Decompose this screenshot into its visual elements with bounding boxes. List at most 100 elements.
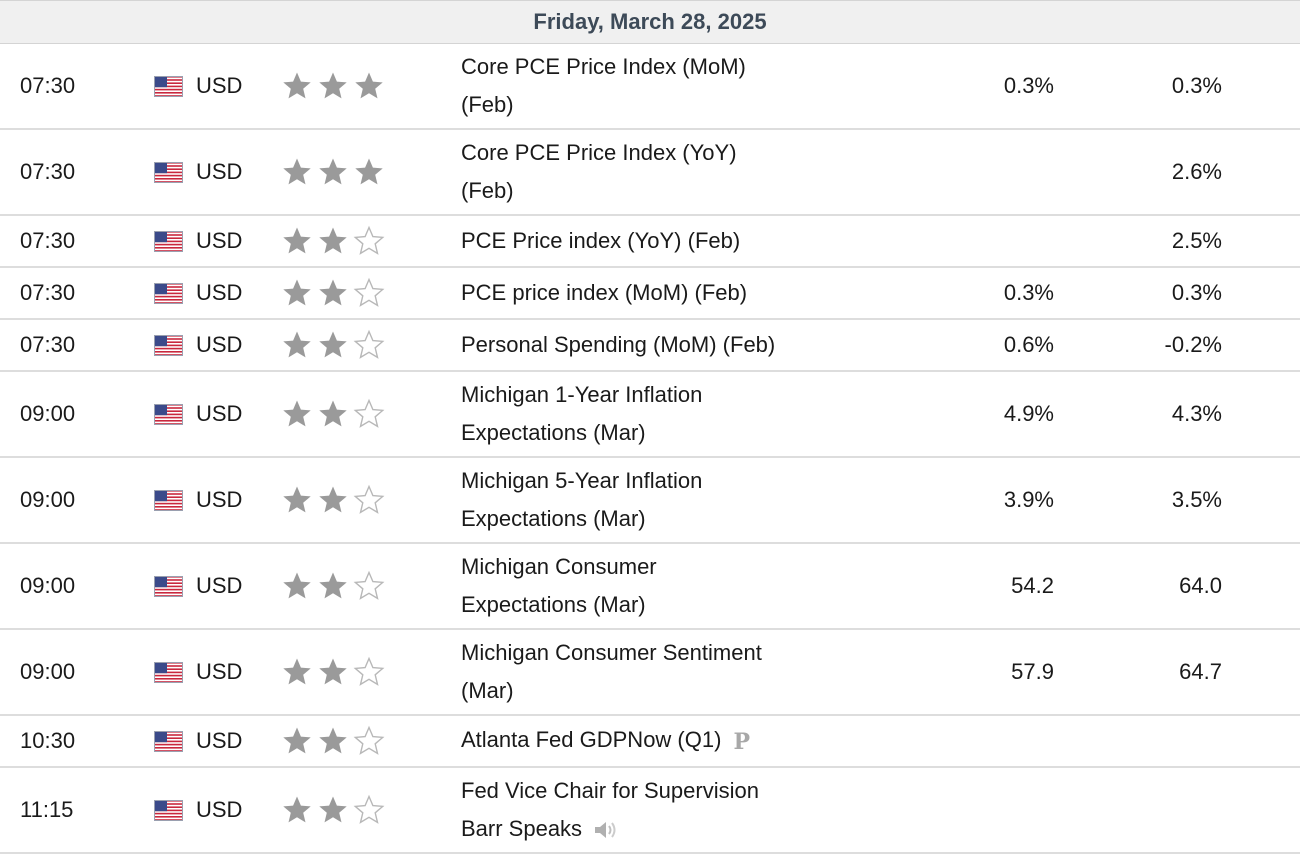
event-name-line1[interactable]: PCE price index (MoM) (Feb) <box>461 280 748 305</box>
event-previous: 2.6% <box>1171 159 1222 184</box>
star-filled-icon <box>319 331 347 358</box>
star-filled-icon <box>319 279 347 306</box>
event-previous: 64.0 <box>1179 573 1222 598</box>
event-name-line1[interactable]: Fed Vice Chair for Supervision <box>461 778 759 803</box>
event-name-cell[interactable]: Michigan Consumer Sentiment (Mar) <box>461 630 861 714</box>
event-actual <box>880 130 1054 214</box>
event-row[interactable]: 07:30 USD PCE Price index (YoY) (Feb) 2. <box>0 216 1300 268</box>
star-empty-icon <box>353 484 385 514</box>
event-currency: USD <box>196 659 243 684</box>
event-row[interactable]: 09:00 USD Michigan 1-Year Inflation Expec… <box>0 372 1300 458</box>
star-filled-icon <box>319 572 347 599</box>
event-row[interactable]: 09:00 USD Michigan 5-Year Inflation Expec… <box>0 458 1300 544</box>
star-filled-icon <box>283 279 311 306</box>
event-name-cell[interactable]: Fed Vice Chair for Supervision Barr Speak… <box>461 768 861 852</box>
importance-stars <box>281 268 385 318</box>
event-name-line2[interactable]: Expectations (Mar) <box>461 420 646 445</box>
event-name-cell[interactable]: Michigan 1-Year Inflation Expectations (M… <box>461 372 861 456</box>
us-flag-icon <box>154 334 183 356</box>
event-name-cell[interactable]: Core PCE Price Index (YoY) (Feb) <box>461 130 861 214</box>
us-flag-icon <box>154 75 183 97</box>
event-row[interactable]: 07:30 USD PCE price index (MoM) (Feb) 0.… <box>0 268 1300 320</box>
event-name-line1[interactable]: Michigan 1-Year Inflation <box>461 382 703 407</box>
star-filled-icon <box>283 400 311 427</box>
star-filled-icon <box>319 796 347 823</box>
event-previous <box>1060 768 1222 852</box>
star-filled-icon <box>283 572 311 599</box>
event-name-line1[interactable]: Atlanta Fed GDPNow (Q1) <box>461 727 722 753</box>
us-flag-icon <box>154 230 183 252</box>
star-filled-icon <box>319 72 347 99</box>
event-actual: 57.9 <box>1011 659 1054 684</box>
event-row[interactable]: 09:00 USD Michigan Consumer Expectations … <box>0 544 1300 630</box>
event-currency: USD <box>196 73 243 98</box>
star-filled-icon <box>319 158 347 185</box>
star-filled-icon <box>319 727 347 754</box>
star-filled-icon <box>283 158 311 185</box>
speaker-icon <box>595 822 616 839</box>
event-name-line1[interactable]: Core PCE Price Index (YoY) <box>461 140 737 165</box>
event-currency: USD <box>196 159 243 184</box>
importance-stars <box>281 630 385 714</box>
event-name-line1[interactable]: Michigan Consumer Sentiment <box>461 640 762 665</box>
star-filled-icon <box>283 227 311 254</box>
event-time: 09:00 <box>20 659 76 684</box>
event-actual: 4.9% <box>1003 401 1054 426</box>
event-name-line2[interactable]: (Mar) <box>461 678 514 703</box>
event-name-line2[interactable]: Expectations (Mar) <box>461 592 646 617</box>
event-name-cell[interactable]: PCE Price index (YoY) (Feb) <box>461 216 861 266</box>
star-filled-icon <box>319 400 347 427</box>
star-filled-icon <box>355 72 383 99</box>
flag-cell <box>154 544 183 628</box>
flag-cell <box>154 372 183 456</box>
star-filled-icon <box>283 331 311 358</box>
us-flag-icon <box>154 730 183 752</box>
event-previous: 3.5% <box>1171 487 1222 512</box>
date-header: Friday, March 28, 2025 <box>0 0 1300 44</box>
event-name-line1[interactable]: Michigan 5-Year Inflation <box>461 468 703 493</box>
event-name-line2[interactable]: (Feb) <box>461 178 514 203</box>
event-currency: USD <box>196 332 243 357</box>
event-name-cell[interactable]: Michigan 5-Year Inflation Expectations (M… <box>461 458 861 542</box>
importance-stars <box>281 130 385 214</box>
flag-cell <box>154 268 183 318</box>
event-name-line2[interactable]: Barr Speaks <box>461 816 583 841</box>
event-time: 09:00 <box>20 487 76 512</box>
event-name-line2[interactable]: Expectations (Mar) <box>461 506 646 531</box>
star-empty-icon <box>353 277 385 307</box>
us-flag-icon <box>154 403 183 425</box>
event-name-cell[interactable]: Atlanta Fed GDPNow (Q1) P <box>461 716 861 766</box>
importance-stars <box>281 544 385 628</box>
event-time: 07:30 <box>20 159 76 184</box>
event-name-line1[interactable]: Personal Spending (MoM) (Feb) <box>461 332 776 357</box>
event-row[interactable]: 07:30 USD Core PCE Price Index (MoM) (Feb… <box>0 44 1300 130</box>
event-row[interactable]: 09:00 USD Michigan Consumer Sentiment (Ma… <box>0 630 1300 716</box>
us-flag-icon <box>154 661 183 683</box>
event-name-line1[interactable]: Core PCE Price Index (MoM) <box>461 54 746 79</box>
event-name-cell[interactable]: Personal Spending (MoM) (Feb) <box>461 320 861 370</box>
event-row[interactable]: 07:30 USD Personal Spending (MoM) (Feb) … <box>0 320 1300 372</box>
event-time: 07:30 <box>20 280 76 305</box>
star-filled-icon <box>355 158 383 185</box>
star-empty-icon <box>353 398 385 428</box>
event-name-cell[interactable]: PCE price index (MoM) (Feb) <box>461 268 861 318</box>
flag-cell <box>154 630 183 714</box>
event-time: 09:00 <box>20 573 76 598</box>
star-filled-icon <box>283 796 311 823</box>
star-filled-icon <box>283 486 311 513</box>
event-name-cell[interactable]: Michigan Consumer Expectations (Mar) <box>461 544 861 628</box>
us-flag-icon <box>154 575 183 597</box>
event-actual: 54.2 <box>1011 573 1054 598</box>
event-name-line1[interactable]: PCE Price index (YoY) (Feb) <box>461 228 741 253</box>
event-name-line1[interactable]: Michigan Consumer <box>461 554 657 579</box>
event-actual: 0.3% <box>1003 73 1054 98</box>
event-name-line2[interactable]: (Feb) <box>461 92 514 117</box>
event-row[interactable]: 10:30 USD Atlanta Fed GDPNow (Q1) P <box>0 716 1300 768</box>
event-row[interactable]: 11:15 USD Fed Vice Chair for Supervision… <box>0 768 1300 854</box>
importance-stars <box>281 372 385 456</box>
event-previous: 0.3% <box>1171 73 1222 98</box>
us-flag-icon <box>154 161 183 183</box>
event-currency: USD <box>196 228 243 253</box>
event-row[interactable]: 07:30 USD Core PCE Price Index (YoY) (Feb… <box>0 130 1300 216</box>
event-name-cell[interactable]: Core PCE Price Index (MoM) (Feb) <box>461 44 861 128</box>
